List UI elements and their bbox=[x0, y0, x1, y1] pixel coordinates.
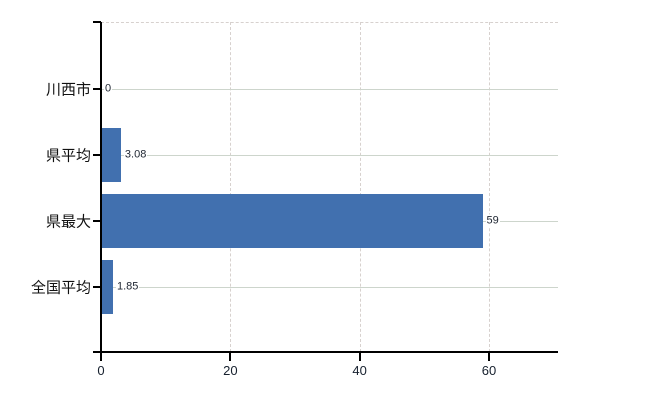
bar-全国平均 bbox=[101, 260, 113, 314]
x-tick-label: 0 bbox=[97, 363, 105, 378]
bar-県平均 bbox=[101, 128, 121, 182]
value-label: 3.08 bbox=[123, 148, 148, 162]
x-axis bbox=[93, 351, 558, 353]
category-label-川西市: 川西市 bbox=[45, 81, 91, 99]
x-tick-label: 40 bbox=[352, 363, 367, 378]
y-axis bbox=[100, 22, 102, 360]
category-label-全国平均: 全国平均 bbox=[30, 279, 91, 297]
horizontal-gridline bbox=[101, 155, 558, 156]
category-label-県最大: 県最大 bbox=[45, 213, 91, 231]
horizontal-gridline bbox=[101, 287, 558, 288]
vertical-gridline bbox=[359, 22, 361, 352]
vertical-gridline bbox=[230, 22, 232, 352]
plot-top-border bbox=[101, 22, 558, 23]
y-tick bbox=[93, 286, 101, 288]
y-tick bbox=[93, 154, 101, 156]
category-label-県平均: 県平均 bbox=[45, 147, 91, 165]
x-tick-label: 20 bbox=[223, 363, 238, 378]
y-tick-top bbox=[93, 21, 101, 23]
x-tick bbox=[488, 353, 490, 361]
y-tick bbox=[93, 88, 101, 90]
bar-県最大 bbox=[101, 194, 483, 248]
vertical-gridline bbox=[489, 22, 490, 352]
x-tick bbox=[229, 353, 232, 361]
y-tick bbox=[93, 220, 101, 222]
value-label: 59 bbox=[485, 214, 500, 228]
x-tick bbox=[100, 353, 102, 361]
value-label: 0 bbox=[104, 82, 113, 96]
x-tick bbox=[358, 353, 361, 361]
x-tick-label: 60 bbox=[481, 363, 497, 378]
value-label: 1.85 bbox=[115, 280, 140, 294]
horizontal-gridline bbox=[101, 89, 558, 90]
